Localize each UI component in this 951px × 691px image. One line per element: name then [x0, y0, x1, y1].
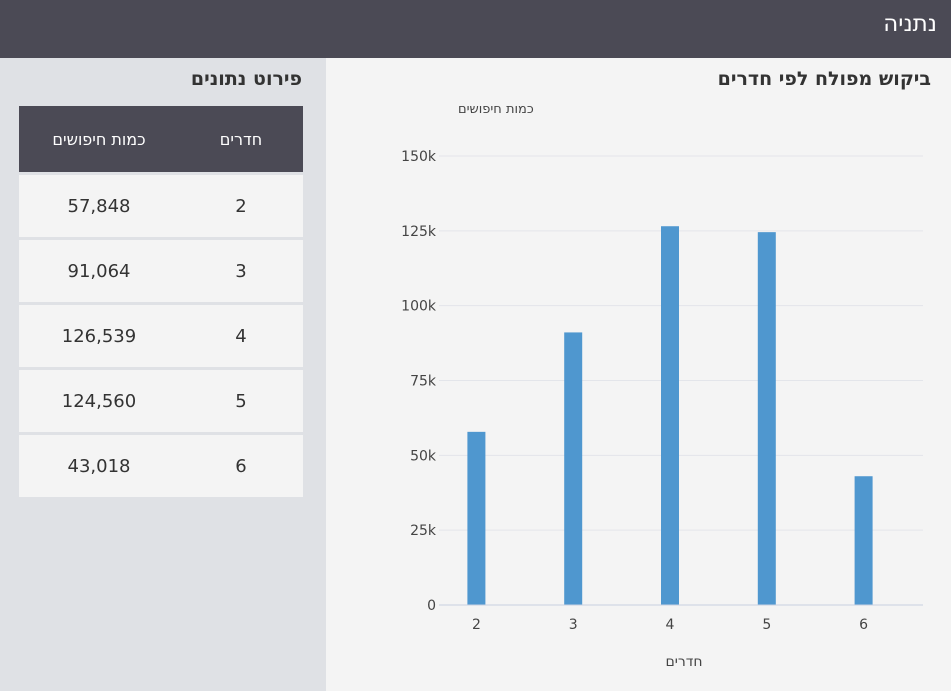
- table-row: 3 91,064: [19, 240, 303, 302]
- y-tick-label: 100k: [401, 299, 437, 315]
- table-row: 4 126,539: [19, 305, 303, 367]
- x-axis-ticks: 2 3 4 5 6: [472, 617, 868, 633]
- cell-count: 57,848: [67, 195, 131, 217]
- y-tick-label: 0: [427, 598, 436, 614]
- y-tick-label: 25k: [410, 523, 437, 539]
- table-header: חדרים כמות חיפושים: [19, 106, 303, 172]
- bar: [757, 232, 776, 606]
- chart-panel: ביקוש מפולח לפי חדרים 0 25k 50k 75k 100k 125k…: [326, 58, 951, 691]
- cell-rooms: 6: [235, 455, 247, 477]
- y-tick-label: 75k: [410, 374, 437, 390]
- cell-count: 91,064: [67, 260, 131, 282]
- cell-count: 126,539: [61, 325, 137, 347]
- cell-rooms: 5: [235, 390, 247, 412]
- y-axis-label: כמות חיפושים: [458, 102, 534, 117]
- table-row: 2 57,848: [19, 175, 303, 237]
- data-table: חדרים כמות חיפושים 2 57,848 3 91,064 4 1…: [19, 106, 303, 500]
- cell-rooms: 2: [235, 195, 247, 217]
- cell-count: 43,018: [67, 455, 131, 477]
- chart-title: ביקוש מפולח לפי חדרים: [717, 68, 931, 90]
- x-axis-label: חדרים: [665, 654, 702, 670]
- bar: [854, 476, 873, 605]
- y-tick-label: 150k: [401, 149, 437, 165]
- x-tick-label: 5: [762, 617, 771, 633]
- data-breakdown-panel: פירוט נתונים חדרים כמות חיפושים 2 57,848…: [0, 58, 326, 691]
- header-rooms: חדרים: [219, 129, 263, 149]
- cell-rooms: 4: [235, 325, 247, 347]
- x-tick-label: 4: [666, 617, 675, 633]
- y-tick-label: 50k: [410, 448, 437, 464]
- table-row: 5 124,560: [19, 370, 303, 432]
- bars: [467, 226, 873, 606]
- header-count: כמות חיפושים: [52, 129, 146, 149]
- top-bar: נתניה: [0, 0, 951, 58]
- bar: [467, 431, 486, 605]
- y-axis-ticks: 0 25k 50k 75k 100k 125k 150k: [401, 149, 437, 614]
- y-tick-label: 125k: [401, 224, 437, 240]
- table-row: 6 43,018: [19, 435, 303, 497]
- bar: [661, 226, 679, 605]
- gridlines: [439, 155, 923, 531]
- x-tick-label: 3: [569, 617, 578, 633]
- city-title: נתניה: [883, 11, 937, 37]
- cell-rooms: 3: [235, 260, 247, 282]
- x-tick-label: 2: [472, 617, 481, 633]
- x-tick-label: 6: [859, 617, 868, 633]
- cell-count: 124,560: [61, 390, 137, 412]
- panel-title: פירוט נתונים: [190, 68, 302, 90]
- bar: [564, 332, 583, 605]
- bar-chart: 0 25k 50k 75k 100k 125k 150k 2 3 4 5 6 כמות חיפושי…: [401, 102, 923, 670]
